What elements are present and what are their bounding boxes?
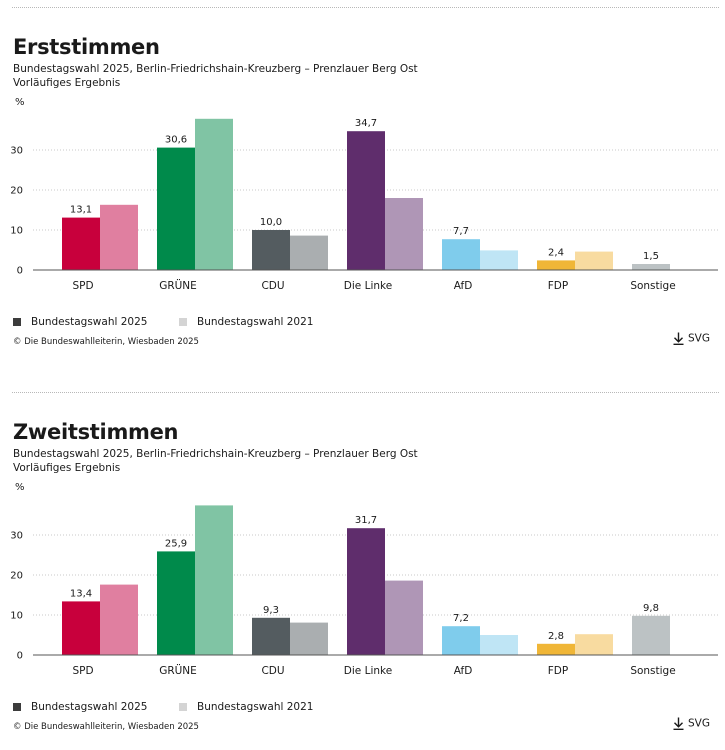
bar-2025 xyxy=(442,239,480,270)
legend-item-2025: Bundestagswahl 2025 xyxy=(13,316,147,328)
bar-2025 xyxy=(632,264,670,270)
x-tick-label: Die Linke xyxy=(344,280,392,292)
download-svg-button[interactable]: SVG xyxy=(673,332,710,345)
legend-swatch-2025 xyxy=(13,703,21,711)
bar-2025 xyxy=(157,551,195,655)
data-label: 9,3 xyxy=(263,605,279,616)
chart-title: Erststimmen xyxy=(13,35,160,59)
legend-label-2025: Bundestagswahl 2025 xyxy=(31,701,148,713)
x-tick-label: FDP xyxy=(548,665,568,677)
data-label: 2,8 xyxy=(548,631,564,642)
legend-label-2025: Bundestagswahl 2025 xyxy=(31,316,148,328)
bar-2025 xyxy=(537,643,575,655)
chart-title: Zweitstimmen xyxy=(13,420,179,444)
source-credit: © Die Bundeswahlleiterin, Wiesbaden 2025 xyxy=(13,722,199,732)
bar-2021 xyxy=(100,584,138,655)
bar-2021 xyxy=(575,634,613,655)
x-tick-label: CDU xyxy=(261,665,284,677)
data-label: 25,9 xyxy=(165,538,187,549)
chart-subtitle: Bundestagswahl 2025, Berlin-Friedrichsha… xyxy=(13,63,418,75)
y-tick-label: 10 xyxy=(10,226,23,237)
y-tick-label: 0 xyxy=(17,266,23,277)
y-tick-label: 10 xyxy=(10,611,23,622)
data-label: 34,7 xyxy=(355,118,377,129)
divider-top xyxy=(12,7,719,8)
y-tick-label: 20 xyxy=(10,186,23,197)
bar-2025 xyxy=(347,131,385,270)
bar-2025 xyxy=(252,617,290,655)
x-tick-label: AfD xyxy=(454,665,473,677)
x-tick-label: FDP xyxy=(548,280,568,292)
unit-label: % xyxy=(15,482,25,493)
result-status: Vorläufiges Ergebnis xyxy=(13,462,121,474)
source-credit: © Die Bundeswahlleiterin, Wiesbaden 2025 xyxy=(13,337,199,347)
y-tick-label: 30 xyxy=(10,531,23,542)
data-label: 1,5 xyxy=(643,251,659,262)
data-label: 2,4 xyxy=(548,247,564,258)
bar-2021 xyxy=(480,635,518,655)
chart-subtitle: Bundestagswahl 2025, Berlin-Friedrichsha… xyxy=(13,448,418,460)
unit-label: % xyxy=(15,97,25,108)
download-svg-button[interactable]: SVG xyxy=(673,717,710,730)
section-zweitstimmen: Zweitstimmen Bundestagswahl 2025, Berlin… xyxy=(0,385,725,745)
data-label: 13,4 xyxy=(70,588,92,599)
x-tick-label: Sonstige xyxy=(630,280,675,292)
x-tick-label: SPD xyxy=(72,665,93,677)
x-tick-label: GRÜNE xyxy=(159,279,197,292)
legend-item-2021: Bundestagswahl 2021 xyxy=(179,701,313,713)
bar-2021 xyxy=(195,505,233,655)
data-label: 30,6 xyxy=(165,135,187,146)
bar-2025 xyxy=(252,230,290,270)
bar-2021 xyxy=(480,250,518,270)
bar-2021 xyxy=(385,198,423,270)
bar-2025 xyxy=(442,626,480,655)
data-label: 7,7 xyxy=(453,226,469,237)
download-svg-label: SVG xyxy=(688,332,710,345)
download-svg-label: SVG xyxy=(688,717,710,730)
bar-2021 xyxy=(195,118,233,270)
bar-2021 xyxy=(290,622,328,655)
x-tick-label: CDU xyxy=(261,280,284,292)
x-tick-label: AfD xyxy=(454,280,473,292)
data-label: 10,0 xyxy=(260,217,282,228)
legend-swatch-2025 xyxy=(13,318,21,326)
legend-item-2021: Bundestagswahl 2021 xyxy=(179,316,313,328)
x-tick-label: Sonstige xyxy=(630,665,675,677)
bar-2021 xyxy=(385,580,423,655)
legend-item-2025: Bundestagswahl 2025 xyxy=(13,701,147,713)
bar-2021 xyxy=(290,235,328,270)
bar-2025 xyxy=(62,217,100,270)
y-tick-label: 0 xyxy=(17,651,23,662)
bar-2025 xyxy=(62,601,100,655)
bar-chart-zweitstimmen: % 0 10 20 30 13,4 SPD 25,9 GRÜNE 9,3 CDU 31,7 Die Li… xyxy=(10,482,718,677)
result-status: Vorläufiges Ergebnis xyxy=(13,77,121,89)
divider-middle xyxy=(12,392,719,393)
legend-swatch-2021 xyxy=(179,703,187,711)
data-label: 9,8 xyxy=(643,603,659,614)
bar-2021 xyxy=(575,251,613,270)
x-tick-label: SPD xyxy=(72,280,93,292)
data-label: 13,1 xyxy=(70,205,92,216)
legend-label-2021: Bundestagswahl 2021 xyxy=(197,316,314,328)
download-icon xyxy=(673,717,684,730)
download-icon xyxy=(673,332,684,345)
bar-chart-erststimmen: % 0 10 20 30 13,1 SPD 30,6 GRÜNE 10,0 CDU 34,7 Die L… xyxy=(10,97,718,292)
bar-2021 xyxy=(100,204,138,270)
section-erststimmen: Erststimmen Bundestagswahl 2025, Berlin-… xyxy=(0,0,725,360)
bar-2025 xyxy=(537,260,575,270)
y-tick-label: 20 xyxy=(10,571,23,582)
legend-swatch-2021 xyxy=(179,318,187,326)
bar-2025 xyxy=(157,147,195,270)
data-label: 31,7 xyxy=(355,515,377,526)
bar-2025 xyxy=(632,615,670,655)
data-label: 7,2 xyxy=(453,613,469,624)
y-tick-label: 30 xyxy=(10,146,23,157)
legend-label-2021: Bundestagswahl 2021 xyxy=(197,701,314,713)
bar-2025 xyxy=(347,528,385,655)
x-tick-label: GRÜNE xyxy=(159,664,197,677)
x-tick-label: Die Linke xyxy=(344,665,392,677)
